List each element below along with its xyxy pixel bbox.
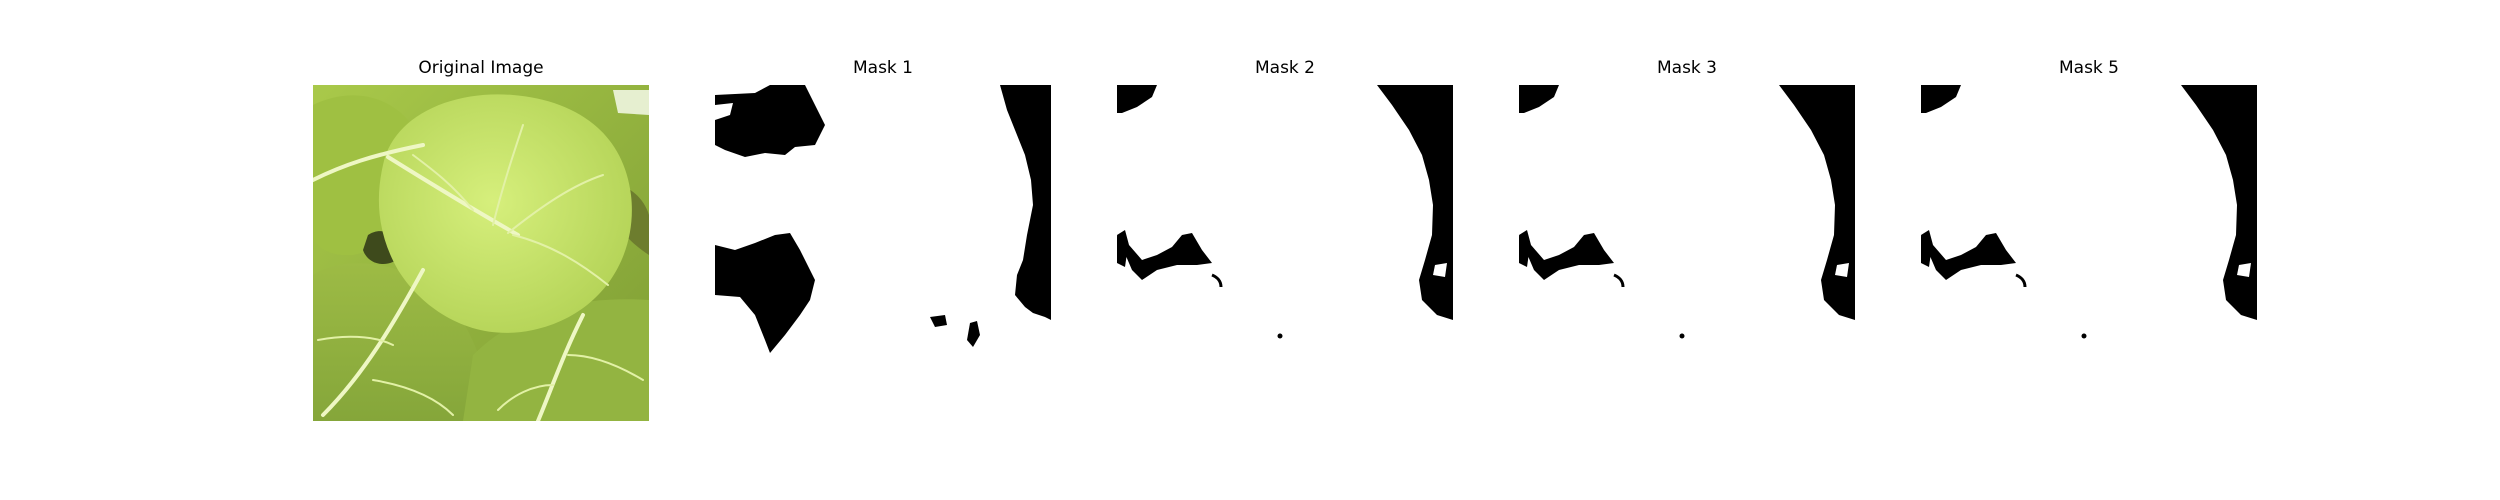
mask-3-image <box>1519 85 1855 421</box>
panel-title-mask-2: Mask 2 <box>1254 58 1315 78</box>
leaf-photo <box>313 85 649 421</box>
panel-title-original: Original Image <box>418 58 544 78</box>
panel-title-mask-5: Mask 5 <box>2058 58 2119 78</box>
panel-title-mask-3: Mask 3 <box>1656 58 1717 78</box>
mask-1-image <box>715 85 1051 421</box>
original-image <box>313 85 649 421</box>
mask-5-image <box>1921 85 2257 421</box>
mask-2-image <box>1117 85 1453 421</box>
panel-title-mask-1: Mask 1 <box>852 58 913 78</box>
